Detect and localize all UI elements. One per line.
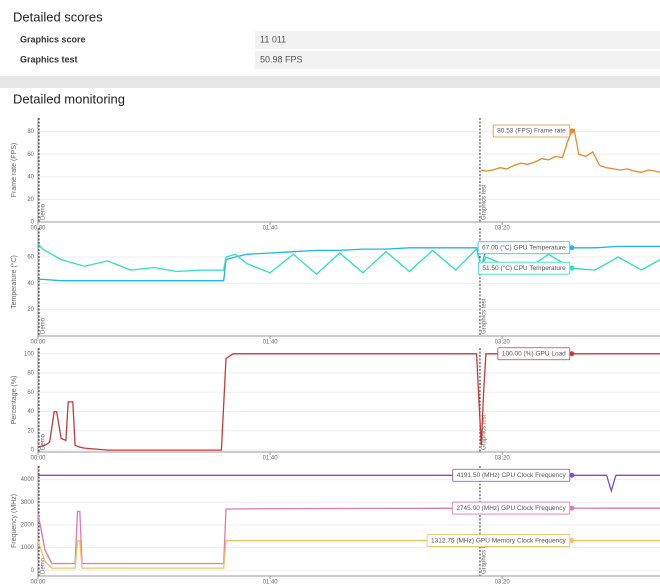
y-tick-label: 4000 (21, 477, 35, 483)
marker-label: Demo (41, 203, 47, 220)
y-tick-label: 0 (31, 568, 35, 574)
tooltip-box (452, 468, 571, 482)
y-tick-label: 0 (31, 448, 35, 454)
hover-dot (569, 245, 575, 251)
tooltip-text: 1312.75 (MHz) GPU Memory Clock Frequency (431, 537, 566, 544)
tooltip-text: 4191.50 (MHz) CPU Clock Frequency (457, 472, 567, 479)
tooltip: 2745.00 (MHz) GPU Clock Frequency (451, 501, 571, 515)
y-tick-label: 40 (27, 409, 34, 415)
tooltip: 67.00 (°C) GPU Temperature (477, 241, 571, 255)
tooltip: 100.00 (%) GPU Load (497, 347, 571, 361)
tooltip-text: 80.53 (FPS) Frame rate (497, 128, 566, 135)
marker-label: Graphics test (482, 298, 488, 334)
y-tick-label: 40 (27, 281, 34, 287)
y-tick-label: 20 (27, 197, 34, 203)
tooltip-box (426, 534, 571, 547)
x-tick-label: 03:20 (495, 580, 511, 584)
hover-dot (569, 538, 575, 544)
hover-dot (569, 265, 575, 271)
tooltip-text: 2745.00 (MHz) GPU Clock Frequency (456, 505, 566, 512)
marker-label: Graphics test (482, 184, 488, 220)
row-bg (255, 51, 660, 69)
y-tick-label: 2000 (21, 523, 35, 529)
tooltip: 80.53 (FPS) Frame rate (492, 124, 571, 138)
y-axis-label: Percentage (%) (11, 376, 18, 425)
y-tick-label: 60 (27, 255, 34, 261)
tooltip-text: 51.50 (°C) CPU Temperature (482, 264, 566, 272)
row-value: 50.98 FPS (260, 54, 303, 64)
tooltip-text: 67.00 (°C) GPU Temperature (482, 243, 566, 251)
row-value: 11 011 (260, 34, 286, 44)
tooltip: 1312.75 (MHz) GPU Memory Clock Frequency (426, 534, 571, 547)
x-tick-label: 01:40 (263, 456, 279, 462)
x-tick-label: 03:20 (495, 456, 511, 462)
tooltip: 4191.50 (MHz) CPU Clock Frequency (452, 468, 571, 482)
row-label: Graphics score (20, 34, 86, 44)
hover-dot (569, 505, 575, 511)
tooltip-box (497, 347, 571, 361)
tooltip-box (477, 241, 571, 255)
y-tick-label: 20 (27, 307, 34, 313)
y-tick-label: 40 (27, 174, 34, 180)
x-tick-label: 00:00 (30, 456, 46, 462)
tooltip-box (492, 124, 571, 138)
scores-title: Detailed scores (13, 9, 103, 24)
x-tick-label: 01:40 (263, 226, 279, 232)
y-tick-label: 60 (27, 390, 34, 396)
tooltip-box (477, 261, 571, 275)
tooltip-text: 100.00 (%) GPU Load (502, 350, 566, 357)
monitoring-title: Detailed monitoring (13, 91, 125, 106)
series-line (37, 243, 660, 275)
marker-label: Demo (41, 317, 47, 334)
y-axis-label: Frequency (MHz) (11, 494, 18, 548)
x-tick-label: 00:00 (30, 580, 46, 584)
hover-dot (569, 128, 575, 134)
y-tick-label: 80 (27, 371, 34, 377)
row-label: Graphics test (20, 54, 78, 64)
marker-label: Demo (41, 557, 47, 574)
y-tick-label: 100 (24, 351, 35, 357)
hover-dot (569, 472, 575, 478)
y-axis-label: Temperature (°C) (10, 255, 18, 309)
y-axis-label: Frame rate (FPS) (11, 143, 18, 197)
y-tick-label: 20 (27, 428, 34, 434)
x-tick-label: 03:20 (495, 340, 511, 346)
x-tick-label: 03:20 (495, 226, 511, 232)
marker-label: Demo (41, 433, 47, 450)
hover-dot (569, 351, 575, 357)
series-line (37, 539, 660, 569)
x-tick-label: 01:40 (263, 580, 279, 584)
y-tick-label: 60 (27, 152, 34, 158)
x-tick-label: 01:40 (263, 340, 279, 346)
y-tick-label: 1000 (21, 545, 35, 551)
series-line (38, 474, 660, 494)
y-tick-label: 3000 (21, 500, 35, 506)
marker-label: Graphics test (482, 414, 488, 450)
y-tick-label: 80 (27, 129, 34, 135)
series-line (37, 353, 660, 451)
y-tick-label: 0 (31, 220, 35, 226)
row-bg (255, 31, 660, 49)
marker-label: Graphics test (482, 538, 488, 574)
tooltip: 51.50 (°C) CPU Temperature (477, 261, 571, 275)
x-tick-label: 00:00 (30, 340, 46, 346)
tooltip-box (451, 501, 571, 515)
